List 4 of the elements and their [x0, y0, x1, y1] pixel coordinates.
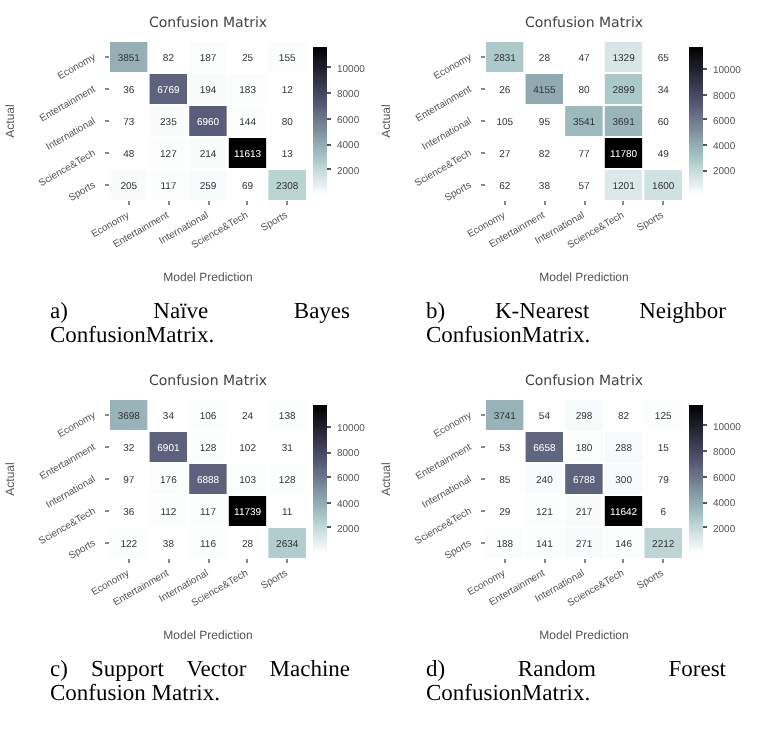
text: b) K-Nearest Neighbor ConfusionMatrix.	[426, 300, 726, 348]
text: a) Naïve Bayes ConfusionMatrix.	[50, 300, 350, 348]
text: d) Random Forest ConfusionMatrix.	[426, 658, 726, 706]
text: c) Support Vector Machine Confusion Matrix.	[50, 658, 350, 706]
